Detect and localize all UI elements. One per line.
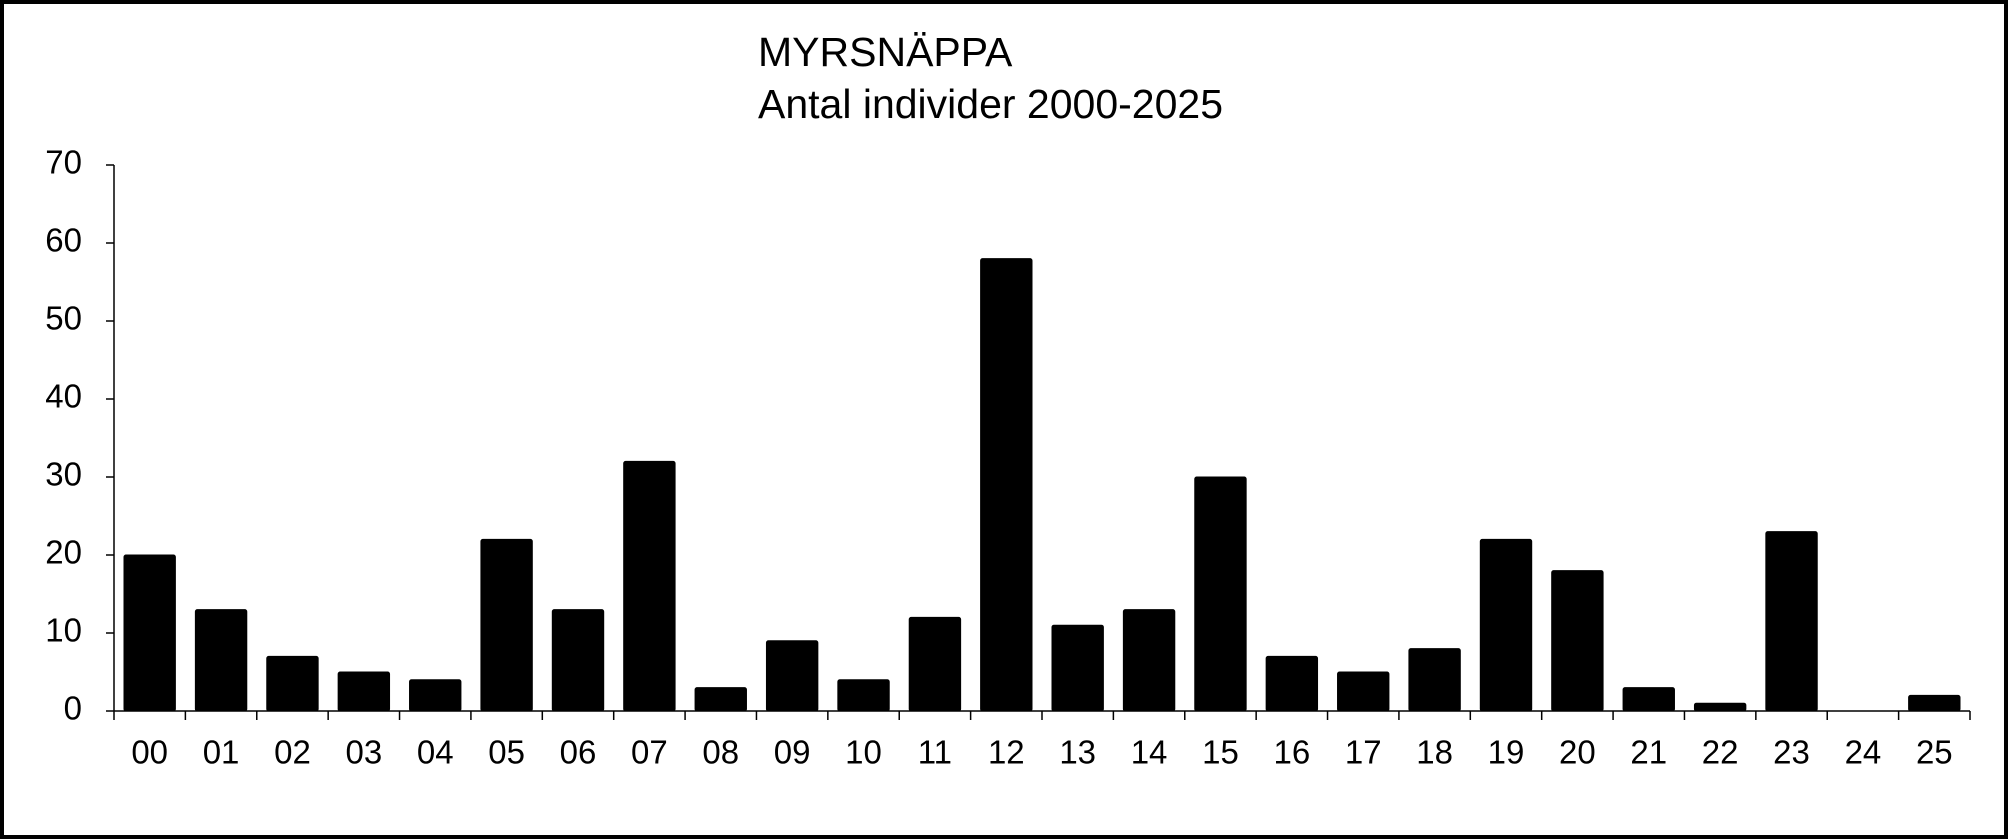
x-tick-label: 15 — [1202, 734, 1239, 771]
x-tick-label: 12 — [988, 734, 1025, 771]
x-tick-label: 03 — [345, 734, 382, 771]
y-tick-label: 60 — [45, 222, 82, 259]
bar — [765, 640, 819, 712]
bar — [908, 616, 962, 712]
x-tick-label: 13 — [1059, 734, 1096, 771]
chart-title: MYRSNÄPPA — [758, 29, 1013, 75]
bar — [337, 671, 391, 712]
y-tick-label: 50 — [45, 300, 82, 337]
bar — [123, 554, 176, 712]
x-tick-label: 22 — [1702, 734, 1739, 771]
y-tick-label: 10 — [45, 612, 82, 649]
bar — [1908, 694, 1961, 712]
x-tick-label: 16 — [1273, 734, 1310, 771]
chart-subtitle: Antal individer 2000-2025 — [758, 81, 1223, 127]
bar — [551, 609, 605, 712]
x-tick-label: 19 — [1488, 734, 1525, 771]
bar — [1551, 570, 1604, 712]
bar — [1408, 648, 1461, 712]
x-tick-label: 05 — [488, 734, 525, 771]
x-tick-label: 00 — [131, 734, 168, 771]
bar — [980, 258, 1033, 712]
x-tick-label: 11 — [918, 734, 952, 771]
bar — [1337, 671, 1390, 712]
bar — [1194, 476, 1247, 712]
x-tick-label: 25 — [1916, 734, 1953, 771]
y-tick-label: 30 — [45, 456, 82, 493]
y-tick-label: 20 — [45, 534, 82, 571]
x-tick-label: 17 — [1345, 734, 1382, 771]
bar — [1051, 624, 1104, 712]
bar — [480, 538, 533, 712]
bar — [266, 655, 319, 712]
bar — [1765, 531, 1818, 712]
bar — [1122, 609, 1176, 712]
x-tick-label: 04 — [417, 734, 454, 771]
bar — [1693, 702, 1747, 712]
bar — [623, 460, 676, 712]
x-tick-label: 08 — [702, 734, 739, 771]
bar — [409, 679, 462, 712]
bar — [1265, 655, 1319, 712]
y-tick-label: 40 — [45, 378, 82, 415]
x-tick-label: 06 — [560, 734, 597, 771]
x-tick-label: 14 — [1131, 734, 1168, 771]
x-tick-label: 02 — [274, 734, 311, 771]
x-tick-label: 18 — [1416, 734, 1453, 771]
bar — [194, 609, 248, 712]
x-tick-label: 23 — [1773, 734, 1810, 771]
x-tick-label: 20 — [1559, 734, 1596, 771]
x-tick-label: 07 — [631, 734, 668, 771]
y-tick-label: 0 — [64, 690, 82, 727]
bar — [694, 687, 747, 712]
bar — [1622, 687, 1675, 712]
y-tick-label: 70 — [45, 144, 82, 181]
x-tick-label: 09 — [774, 734, 811, 771]
bar — [837, 679, 890, 712]
x-tick-label: 24 — [1845, 734, 1882, 771]
x-tick-label: 01 — [203, 734, 240, 771]
bar — [1479, 538, 1533, 712]
x-tick-label: 10 — [845, 734, 882, 771]
x-tick-label: 21 — [1630, 734, 1667, 771]
